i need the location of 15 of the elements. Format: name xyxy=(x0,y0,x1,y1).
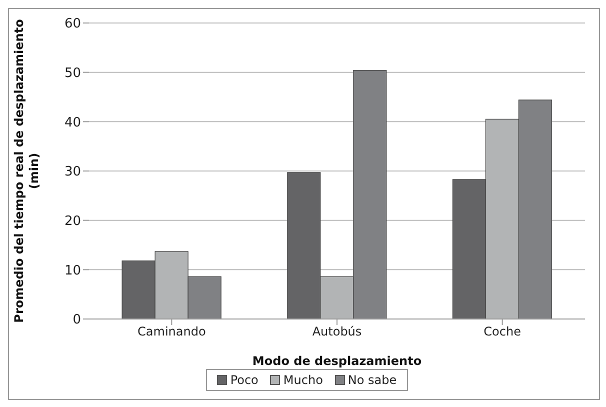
y-axis-title: Promedio del tiempo real de desplazamiento (min) xyxy=(12,19,41,323)
y-tick-label: 0 xyxy=(72,312,81,328)
x-tick-label: Caminando xyxy=(138,324,206,339)
y-tick-label: 10 xyxy=(64,263,81,278)
x-axis-title: Modo de desplazamiento xyxy=(252,354,422,368)
legend-label: Poco xyxy=(229,373,258,387)
y-tick-label: 30 xyxy=(64,164,81,180)
legend-label: No sabe xyxy=(346,373,397,387)
y-tick-label: 60 xyxy=(64,16,81,32)
y-tick-label: 50 xyxy=(64,66,81,81)
legend-label: Mucho xyxy=(282,373,323,387)
y-tick-label: 20 xyxy=(64,214,81,229)
x-tick-label: Coche xyxy=(484,324,521,339)
y-tick-label: 40 xyxy=(64,115,81,130)
x-tick-label: Autobús xyxy=(312,324,362,339)
